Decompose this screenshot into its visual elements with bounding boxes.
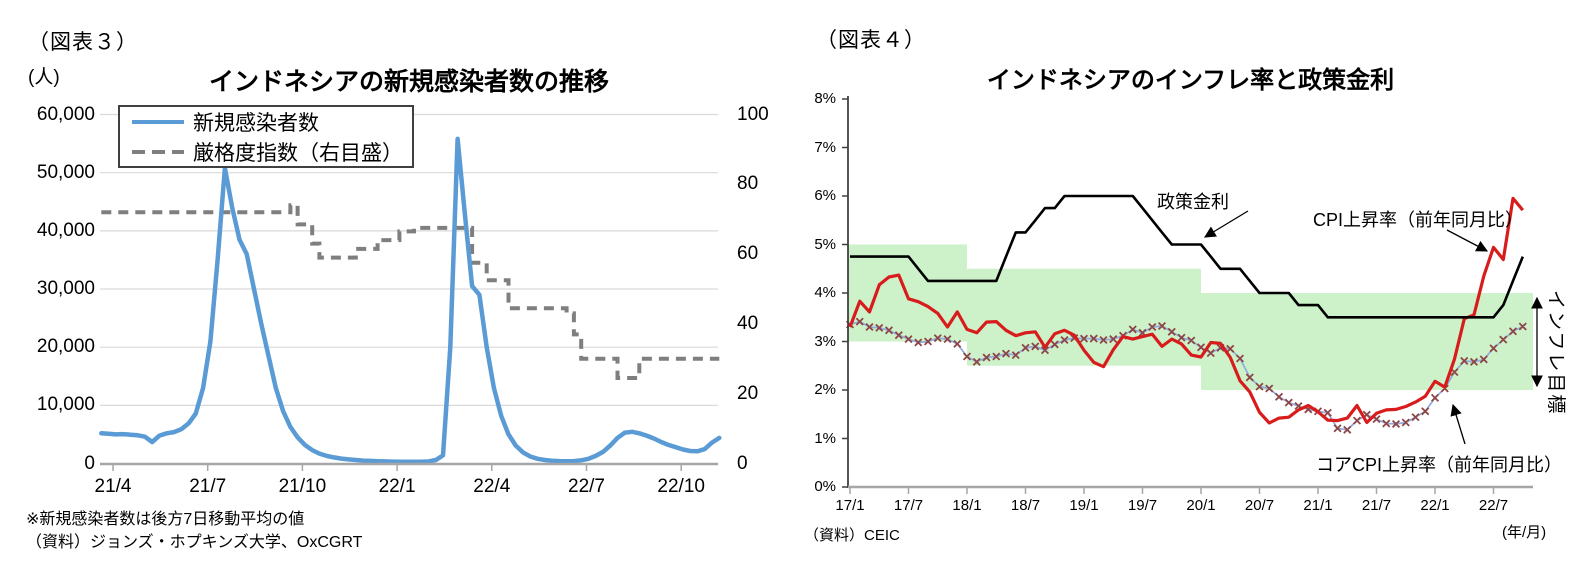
- fig4-tag: （図表４）: [816, 28, 926, 52]
- fig4-x-axis-tick-label: 19/1: [1069, 497, 1099, 514]
- fig3-x-axis-tick-label: 21/7: [189, 476, 227, 497]
- annotation-arrows: [1203, 210, 1543, 445]
- fig4-x-axis-tick-label: 20/7: [1244, 497, 1275, 514]
- fig3-right-axis-tick-label: 100: [737, 103, 769, 125]
- fig4-y-axis-tick-label: 1%: [814, 429, 836, 447]
- fig4-y-axis-tick-label: 3%: [814, 332, 836, 350]
- fig4-x-unit: (年/月): [1502, 524, 1547, 541]
- fig3-left-axis-tick-label: 30,000: [36, 278, 95, 299]
- fig4-x-axis-tick-label: 21/7: [1361, 497, 1392, 514]
- fig3-right-axis-tick-label: 80: [737, 173, 759, 195]
- fig3-left-axis-tick-label: 20,000: [36, 336, 95, 358]
- inflation-target-band-segment: [1201, 293, 1533, 390]
- fig4-x-axis-tick-label: 19/7: [1127, 497, 1158, 514]
- fig3-x-axis-tick-label: 22/1: [378, 476, 416, 497]
- fig4-source: （資料）CEIC: [804, 527, 900, 544]
- inflation-target-band: [848, 244, 1533, 390]
- fig3-x-axis-tick-label: 21/4: [94, 476, 132, 497]
- fig4-x-axis-tick-label: 22/1: [1420, 497, 1450, 514]
- policy-rate-arrow: [1203, 210, 1249, 238]
- stringency-index-line: [101, 203, 720, 380]
- cpi-line: [848, 196, 1525, 425]
- fig3-left-axis-tick-label: 60,000: [36, 103, 95, 125]
- axes: [100, 96, 1533, 494]
- fig3-x-axis-tick-label: 22/7: [568, 476, 605, 497]
- fig4-y-axis-tick-label: 5%: [814, 235, 836, 253]
- fig4-x-axis-tick-label: 18/1: [952, 497, 982, 514]
- fig3-right-axis-tick-label: 40: [737, 312, 759, 334]
- fig3-left-axis-tick-label: 40,000: [36, 219, 95, 241]
- cpi-arrow: [1446, 229, 1489, 252]
- fig4-x-axis-tick-label: 22/7: [1478, 497, 1509, 514]
- fig4-y-axis-tick-label: 0%: [814, 478, 836, 495]
- core-cpi-arrow: [1450, 403, 1466, 445]
- fig4-y-axis-tick-label: 2%: [814, 381, 836, 398]
- fig3-right-axis-tick-label: 60: [737, 243, 759, 265]
- new-cases-line: [99, 136, 722, 465]
- inflation-target-label: インフレ目標: [1545, 290, 1566, 416]
- policy-rate-line: [850, 194, 1525, 319]
- fig4-series: [845, 194, 1527, 434]
- legend-label: 厳格度指数（右目盛）: [193, 142, 403, 165]
- fig3-right-axis-tick-label: 0: [737, 452, 748, 474]
- fig4-x-axis-tick-label: 21/1: [1303, 497, 1333, 514]
- fig4-y-axis-tick-label: 6%: [814, 187, 836, 204]
- legend-label: 新規感染者数: [193, 112, 319, 135]
- fig3-series: [99, 136, 722, 465]
- fig3-left-axis-tick-label: 50,000: [36, 161, 95, 183]
- fig3-source: （資料）ジョンズ・ホプキンズ大学、OxCGRT: [26, 534, 363, 551]
- core-cpi-line: [849, 320, 1524, 431]
- stringency-line-swatch: [132, 150, 184, 154]
- legend-item-stringency: 厳格度指数（右目盛）: [132, 137, 412, 167]
- fig3-left-axis-tick-label: 10,000: [36, 394, 95, 416]
- fig3-footnote: ※新規感染者数は後方7日移動平均の値: [26, 511, 305, 528]
- legend-item-new-cases: 新規感染者数: [132, 107, 412, 137]
- fig3-legend: 新規感染者数 厳格度指数（右目盛）: [118, 105, 414, 168]
- fig3-x-axis-tick-label: 21/10: [278, 476, 327, 497]
- fig4-x-axis-tick-label: 17/7: [893, 497, 924, 514]
- fig4-x-axis-tick-label: 20/1: [1186, 497, 1216, 514]
- fig4-title: インドネシアのインフレ率と政策金利: [986, 67, 1395, 94]
- policy-rate-annotation: 政策金利: [1157, 192, 1229, 212]
- cpi-annotation: CPI上昇率（前年同月比）: [1313, 210, 1524, 230]
- fig3-unit-label: (人): [28, 67, 60, 88]
- fig4-x-axis-tick-label: 18/7: [1010, 497, 1041, 514]
- fig3-x-axis-tick-label: 22/4: [473, 476, 511, 497]
- fig4-y-axis-tick-label: 7%: [814, 138, 836, 156]
- fig4-x-axis-tick-label: 17/1: [835, 497, 865, 514]
- fig4-y-axis-tick-label: 8%: [814, 90, 836, 107]
- fig3-x-axis-tick-label: 22/10: [657, 476, 705, 497]
- core-cpi-annotation: コアCPI上昇率（前年同月比）: [1316, 455, 1563, 475]
- fig3-left-axis-tick-label: 0: [84, 452, 95, 474]
- fig4-y-axis-tick-label: 4%: [814, 284, 836, 301]
- fig3-tag: （図表３）: [28, 30, 138, 54]
- new-cases-line-swatch: [132, 120, 184, 124]
- fig3-right-axis-tick-label: 20: [737, 382, 759, 404]
- fig3-title: インドネシアの新規感染者数の推移: [208, 68, 609, 96]
